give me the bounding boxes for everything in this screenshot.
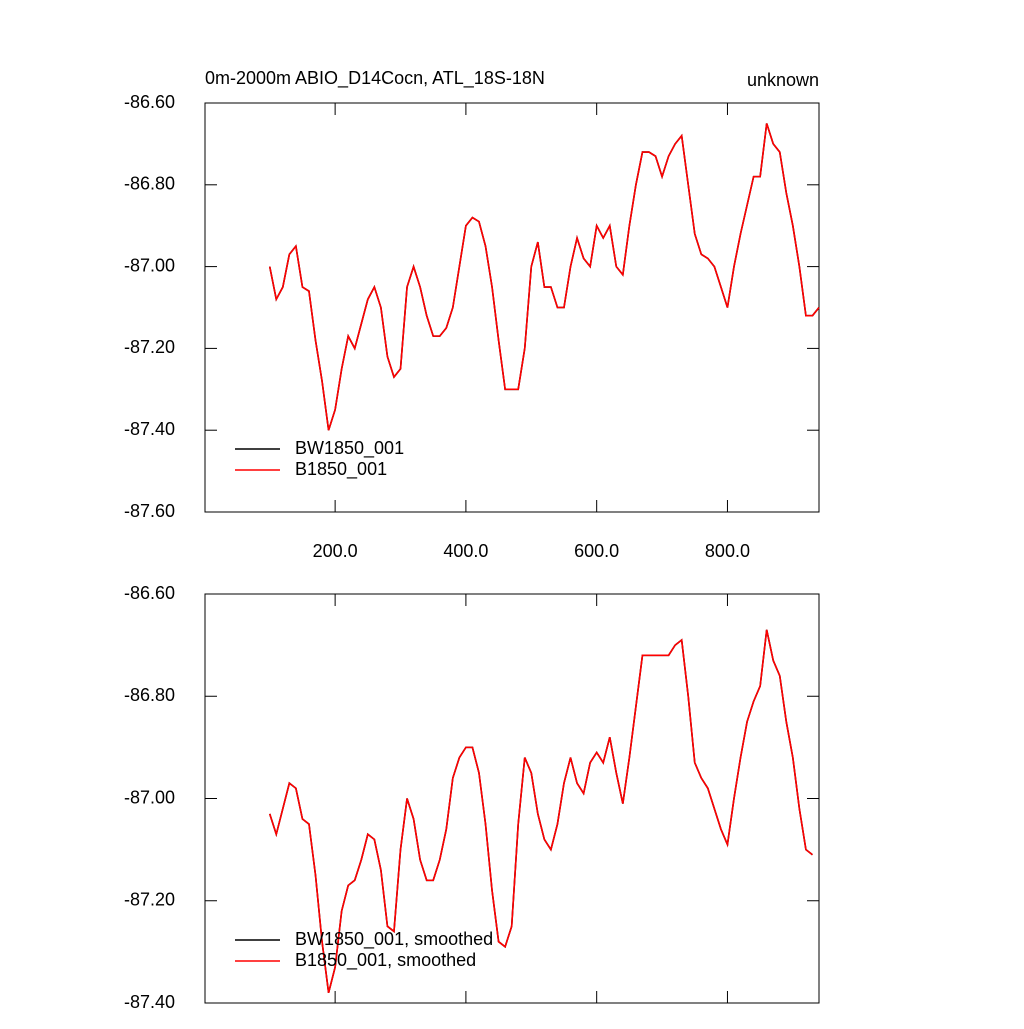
y-tick-label: -87.40 — [124, 419, 175, 439]
chart-subtitle: unknown — [747, 70, 819, 90]
y-tick-label: -86.60 — [124, 583, 175, 603]
legend-label: B1850_001 — [295, 459, 387, 480]
x-tick-label: 400.0 — [443, 541, 488, 561]
legend-label: BW1850_001 — [295, 438, 404, 459]
y-tick-label: -86.60 — [124, 92, 175, 112]
legend-label: B1850_001, smoothed — [295, 950, 476, 971]
x-tick-label: 800.0 — [705, 541, 750, 561]
y-tick-label: -86.80 — [124, 685, 175, 705]
y-tick-label: -87.60 — [124, 501, 175, 521]
chart-title: 0m-2000m ABIO_D14Cocn, ATL_18S-18N — [205, 68, 545, 89]
y-tick-label: -87.40 — [124, 992, 175, 1012]
x-tick-label: 600.0 — [574, 541, 619, 561]
series-line — [268, 123, 820, 431]
y-tick-label: -87.00 — [124, 255, 175, 275]
y-tick-label: -87.20 — [124, 337, 175, 357]
y-tick-label: -86.80 — [124, 174, 175, 194]
y-tick-label: -87.20 — [124, 890, 175, 910]
legend-label: BW1850_001, smoothed — [295, 929, 493, 950]
x-tick-label: 200.0 — [313, 541, 358, 561]
y-tick-label: -87.00 — [124, 787, 175, 807]
series-line — [268, 629, 813, 993]
series-line — [268, 123, 820, 431]
